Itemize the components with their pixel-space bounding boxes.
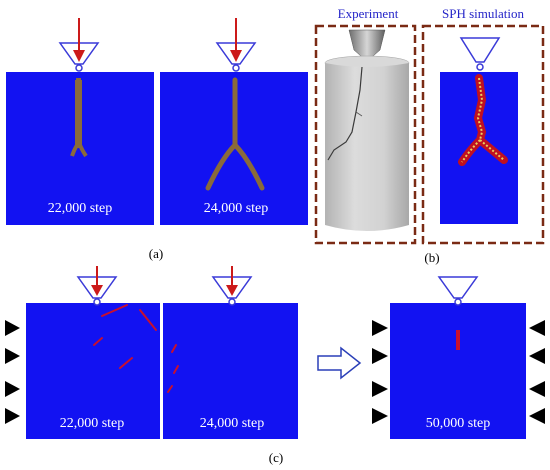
panel-a-label: (a)	[149, 246, 163, 261]
support-triangle-icon	[5, 320, 20, 336]
panel-b-experiment-photo	[318, 28, 413, 241]
panel-c-step-2-label: 24,000 step	[200, 416, 265, 431]
panel-c-block-1-indenter-icon	[76, 266, 118, 306]
panel-c-block-3-supports-right	[529, 320, 545, 424]
panel-a-left-step-label: 22,000 step	[48, 201, 113, 216]
support-triangle-icon	[5, 348, 20, 364]
panel-a-right-indenter-icon	[215, 18, 257, 72]
panel-c-block-2-field	[163, 303, 298, 439]
panel-b-label: (b)	[424, 250, 439, 265]
panel-b-simulation-crack-inner	[461, 77, 505, 163]
panel-b-simulation-title: SPH simulation	[442, 6, 524, 21]
transition-arrow-icon	[317, 346, 362, 380]
panel-c-left-supports	[5, 320, 20, 424]
panel-c-block-3-indenter-icon	[437, 276, 479, 306]
support-triangle-icon	[5, 408, 20, 424]
support-triangle-icon	[529, 408, 545, 424]
panel-c-block-2-indenter-icon	[211, 266, 253, 306]
support-triangle-icon	[5, 381, 20, 397]
sample-cylinder	[325, 63, 409, 231]
panel-a-left-indenter-icon	[58, 18, 100, 72]
panel-c-step-3-label: 50,000 step	[426, 416, 491, 431]
sample-crack	[327, 66, 363, 161]
support-triangle-icon	[529, 348, 545, 364]
panel-b-indenter-icon	[459, 37, 501, 71]
support-triangle-icon	[372, 408, 388, 424]
panel-b-simulation-frame	[421, 24, 545, 245]
panel-c: 22,000 step 24,000 step	[5, 266, 545, 465]
panel-c-block-3-supports-left	[372, 320, 388, 424]
panel-c-block-1-field	[26, 303, 160, 439]
support-triangle-icon	[529, 381, 545, 397]
panel-b-experiment-frame	[314, 24, 417, 245]
panel-c-block-3-crack	[456, 330, 460, 350]
panel-c-block-3-field	[390, 303, 526, 439]
panel-a-right-step-label: 24,000 step	[204, 201, 269, 216]
panel-c-step-1-label: 22,000 step	[60, 416, 125, 431]
panel-b-experiment-title: Experiment	[338, 6, 399, 21]
support-triangle-icon	[372, 348, 388, 364]
support-triangle-icon	[529, 320, 545, 336]
panel-a-left-crack-core	[76, 78, 81, 148]
panel-a: 22,000 step 24,000 step (a)	[6, 18, 308, 261]
panel-a-right-crack	[205, 77, 265, 191]
support-triangle-icon	[372, 320, 388, 336]
panel-c-label: (c)	[269, 450, 283, 465]
support-triangle-icon	[372, 381, 388, 397]
panel-b: Experiment SPH simulation (b)	[314, 6, 545, 265]
